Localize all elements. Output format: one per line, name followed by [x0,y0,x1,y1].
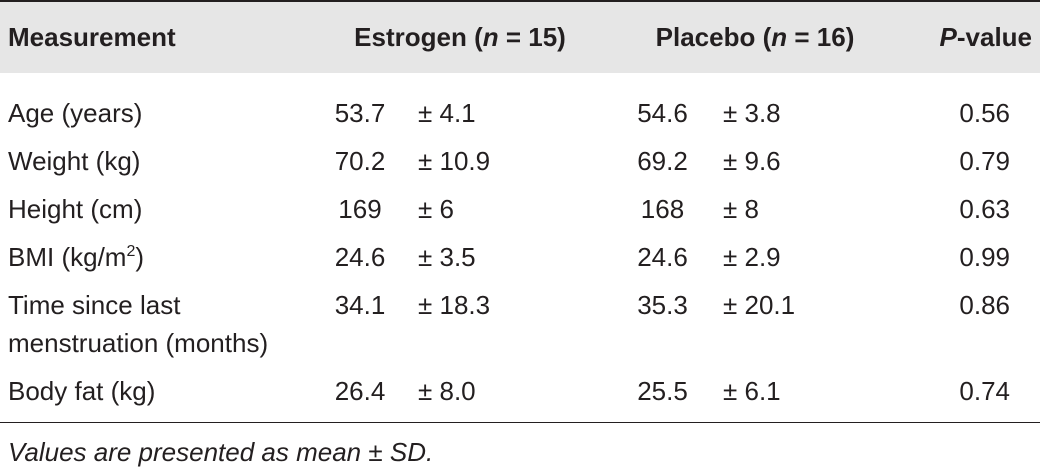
text-part: = 15) [498,22,566,52]
table-body: Age (years) 53.7 ± 4.1 54.6 ± 3.8 0.56 Weight … [0,73,1040,423]
table-cell: Weight (kg) [8,146,141,176]
table-cell: 70.2 [334,146,386,176]
data-table: Measurement Estrogen (n = 15) Placebo (n =… [0,1,1040,423]
table-cell: ± 6.1 [723,376,781,406]
table-cell: 168 [640,194,685,224]
table-cell: ± 10.9 [418,146,491,176]
table-row: Age (years) 53.7 ± 4.1 54.6 ± 3.8 0.56 [0,73,1040,137]
header-row: Measurement Estrogen (n = 15) Placebo (n =… [0,1,1040,73]
table-cell: 54.6 [637,98,688,128]
text-part: 2 [126,243,136,260]
text-part: n [771,22,788,52]
text-part: -value [956,22,1033,52]
table-row: Height (cm) 169 ± 6 168 ± 8 0.63 [0,185,1040,233]
table-cell: ± 20.1 [723,290,796,320]
table-cell: ± 3.5 [418,242,476,272]
table-cell: BMI (kg/m2) [0,233,310,281]
table-cell: ± 9.6 [723,146,781,176]
table-cell: 0.56 [959,98,1011,128]
table-cell: ± 8.0 [418,376,476,406]
table-row: Time since last menstruation (months) 34.… [0,281,1040,367]
table-cell: 0.63 [959,194,1011,224]
table-cell: 25.5 [637,376,688,406]
column-header: Measurement [8,22,176,52]
table-cell: 0.79 [959,146,1011,176]
table-cell: ± 6 [418,194,454,224]
table-cell: 35.3 [637,290,688,320]
table-cell: 34.1 [334,290,386,320]
text-part: n [482,22,499,52]
table-cell: Time since last menstruation (months) [8,290,269,358]
text-part: P [939,22,957,52]
table-cell: Age (years) [8,98,143,128]
table-cell: 0.74 [959,376,1011,406]
column-header: Estrogen (n = 15) [310,1,610,73]
table-header: Measurement Estrogen (n = 15) Placebo (n =… [0,1,1040,73]
table-cell: 169 [338,194,382,224]
table-cell: 0.86 [959,290,1011,320]
text-part: BMI (kg/m [8,242,127,272]
table-cell: 24.6 [334,242,386,272]
column-header: Placebo (n = 16) [610,1,900,73]
table-cell: 24.6 [637,242,688,272]
text-part: = 16) [787,22,855,52]
table-cell: Height (cm) [8,194,143,224]
table-cell: ± 18.3 [418,290,491,320]
text-part: Estrogen ( [354,22,483,52]
table-cell: 0.99 [959,242,1011,272]
table-cell: Body fat (kg) [8,376,156,406]
table-row: Weight (kg) 70.2 ± 10.9 69.2 ± 9.6 0.79 [0,137,1040,185]
column-header: P-value [900,1,1040,73]
table-cell: 53.7 [334,98,386,128]
footnote: Values are presented as mean ± SD. [8,437,434,467]
table-cell: ± 2.9 [723,242,781,272]
text-part: Placebo ( [655,22,772,52]
table-row: BMI (kg/m2) 24.6 ± 3.5 24.6 ± 2.9 0.99 [0,233,1040,281]
table-cell: ± 4.1 [418,98,476,128]
table-row: Body fat (kg) 26.4 ± 8.0 25.5 ± 6.1 0.74 [0,367,1040,423]
text-part: ) [135,242,145,272]
table-cell: 69.2 [637,146,688,176]
table-cell: ± 8 [723,194,759,224]
table-cell: ± 3.8 [723,98,781,128]
table-cell: 26.4 [334,376,386,406]
